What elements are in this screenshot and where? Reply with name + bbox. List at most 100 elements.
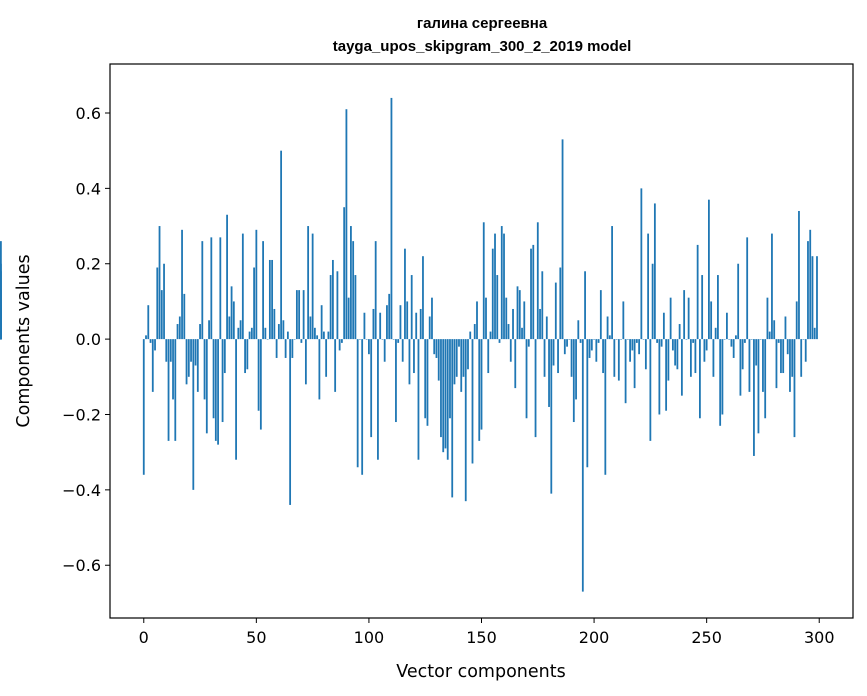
bar: [365, 339, 368, 340]
bar: [622, 301, 625, 340]
bar: [635, 339, 638, 343]
bar: [449, 339, 451, 419]
bar: [248, 331, 251, 340]
bar: [0, 339, 2, 340]
bar: [620, 339, 622, 340]
bar: [525, 339, 528, 419]
bar: [190, 339, 192, 362]
bar: [208, 320, 210, 340]
bar: [435, 339, 438, 358]
bar: [302, 290, 305, 340]
bar: [665, 339, 668, 411]
bar: [442, 339, 445, 453]
x-tick-label: 250: [691, 628, 722, 647]
bar: [753, 339, 755, 456]
bar: [566, 339, 568, 347]
bar: [343, 207, 346, 340]
bar: [259, 339, 262, 430]
bar: [615, 339, 618, 340]
bar: [194, 339, 197, 366]
bar: [775, 339, 778, 389]
bar: [422, 256, 424, 340]
bar: [505, 297, 508, 340]
bar: [590, 339, 593, 351]
bar: [559, 267, 562, 340]
bar: [795, 301, 798, 340]
bar: [692, 339, 695, 343]
bar: [372, 308, 375, 340]
bar: [577, 320, 580, 340]
bar: [503, 233, 505, 340]
bar: [374, 241, 377, 340]
bar: [178, 316, 181, 340]
bar: [721, 339, 724, 415]
bar: [554, 282, 557, 340]
chart-title: галина сергеевна: [417, 15, 548, 32]
bar: [548, 339, 550, 407]
bar: [496, 275, 499, 340]
chart-subtitle: tayga_upos_skipgram_300_2_2019 model: [333, 38, 632, 55]
bar: [732, 339, 735, 358]
bar: [746, 237, 749, 340]
bar: [388, 293, 391, 340]
bar: [440, 339, 442, 438]
bar: [368, 339, 370, 355]
bar: [304, 339, 307, 385]
bar: [680, 339, 683, 396]
bar: [212, 339, 215, 419]
bar: [458, 339, 460, 347]
bar: [156, 267, 159, 340]
bar: [392, 339, 395, 340]
bar: [777, 339, 780, 343]
bar: [298, 290, 301, 340]
bar: [586, 339, 589, 468]
bar: [599, 290, 602, 340]
bar: [336, 271, 339, 340]
bar: [678, 324, 681, 340]
bar: [491, 248, 494, 340]
bar: [581, 339, 584, 592]
bar: [219, 237, 222, 340]
bar: [446, 339, 449, 460]
bar: [341, 339, 343, 343]
bar: [617, 339, 620, 381]
bar: [816, 256, 818, 340]
y-tick-label: 0.4: [76, 179, 101, 198]
bar: [444, 339, 447, 449]
bar: [498, 339, 501, 343]
bar: [271, 259, 274, 340]
bar: [494, 233, 496, 340]
bar: [250, 327, 253, 340]
bar: [489, 331, 492, 340]
bar: [228, 316, 231, 340]
bar: [482, 222, 485, 340]
bar: [408, 339, 411, 385]
bar: [534, 339, 537, 438]
bar: [813, 327, 816, 340]
bar: [266, 339, 269, 340]
bar: [789, 339, 791, 392]
bar: [676, 339, 679, 370]
bar: [404, 248, 406, 340]
bar: [712, 339, 715, 377]
bar: [773, 320, 776, 340]
bar: [487, 339, 490, 374]
bar: [273, 308, 276, 340]
bar: [710, 301, 713, 340]
bar: [431, 297, 433, 340]
bar: [334, 339, 337, 392]
bar: [210, 237, 213, 340]
bar: [647, 233, 650, 340]
bar: [187, 339, 190, 377]
bar: [539, 308, 541, 340]
bar: [223, 339, 226, 374]
x-axis-ticks: 0 50 100 150 200 250 300: [139, 618, 835, 647]
bar: [516, 286, 519, 340]
bar: [800, 339, 803, 377]
bar: [277, 324, 280, 340]
bar: [221, 339, 224, 423]
bar: [608, 335, 611, 340]
bar: [437, 339, 440, 381]
bar: [282, 320, 285, 340]
bar: [771, 233, 773, 340]
